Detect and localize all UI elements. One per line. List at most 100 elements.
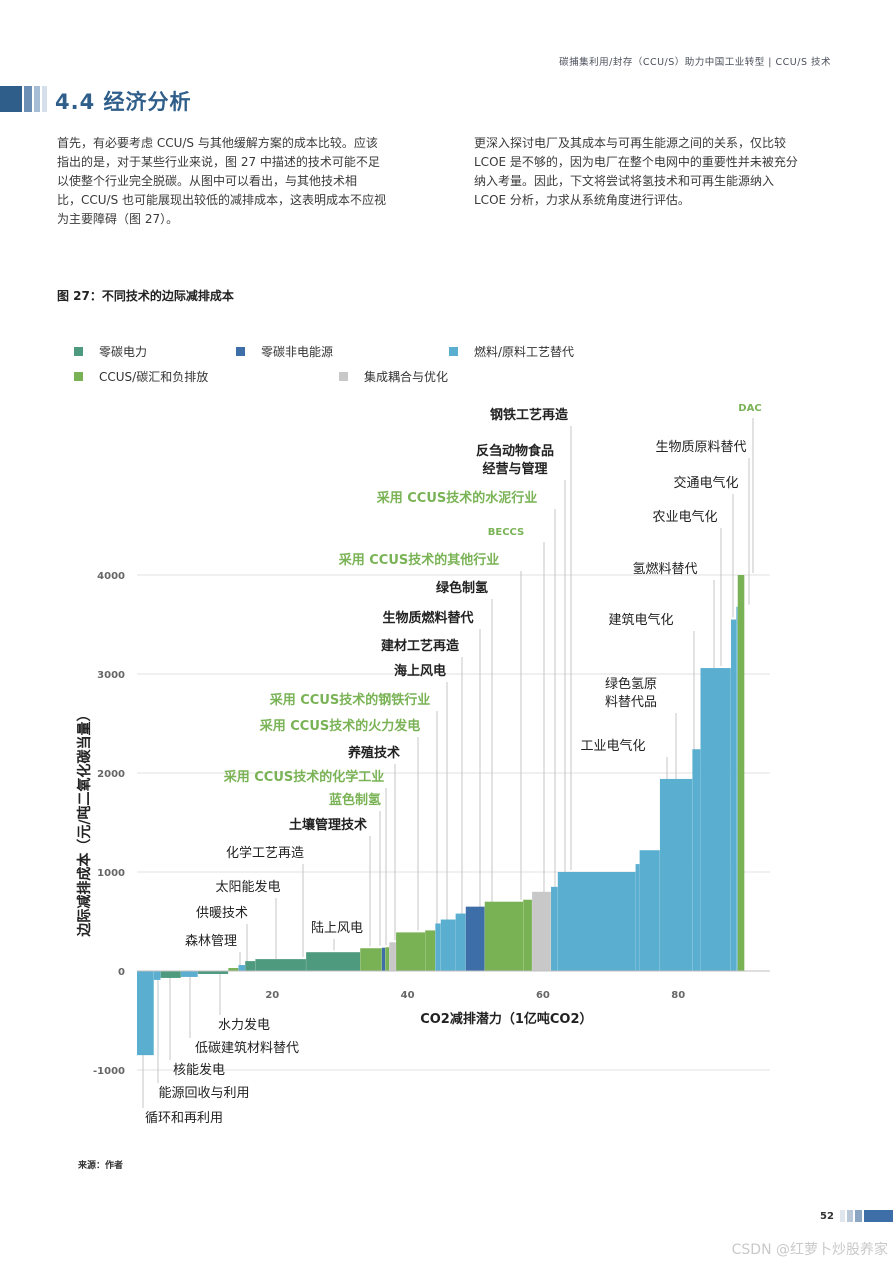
watermark: CSDN @红萝卜炒股养家 [731,1242,888,1258]
bar [730,619,737,971]
bar-label: 采用 CCUS技术的火力发电 [259,718,421,734]
y-axis-label: 边际减排成本（元/吨二氧化碳当量） [76,707,93,937]
section-title: 4.4 经济分析 [55,90,192,114]
bar [360,948,382,971]
bar-label: 绿色制氢 [436,580,488,596]
figure-title: 图 27：不同技术的边际减排成本 [57,289,234,303]
bar [238,965,246,971]
x-axis-label: CO2减排潜力（1亿吨CO2） [420,1011,592,1027]
x-tick-label: 60 [536,990,550,1001]
legend-label: 零碳电力 [99,345,147,359]
bar-label: 采用 CCUS技术的其他行业 [338,552,500,568]
bar [153,971,161,980]
bar-label: 反刍动物食品 [476,443,554,459]
bar [523,899,532,971]
y-tick-label: 2000 [97,769,125,780]
bar [255,959,306,971]
figure-source: 来源：作者 [78,1161,124,1171]
bar-label: 生物质原料替代 [655,440,746,455]
bar [389,942,396,971]
bar [736,606,738,971]
bar [396,932,426,971]
bar [551,886,558,971]
page-number: 52 [820,1211,834,1222]
legend-swatch [74,347,83,356]
bar-label: 水力发电 [218,1017,270,1033]
x-tick-label: 20 [265,990,279,1001]
bar-label: DAC [738,403,761,414]
y-tick-label: 1000 [97,868,125,879]
body-left-column: 首先，有必要考虑 CCU/S 与其他缓解方案的成本比较。应该 指出的是，对于某些… [57,134,437,229]
y-tick-label: 4000 [97,571,125,582]
bar-label: 采用 CCUS技术的化学工业 [223,769,385,785]
bar [659,778,693,971]
chart-legend: 零碳电力 零碳非电能源 燃料/原料工艺替代 CCUS/碳汇和负排放 集成耦合与优化 [74,344,574,384]
bar-label: 太阳能发电 [215,879,280,895]
bar [639,850,660,971]
legend-swatch [449,347,458,356]
bar [532,891,551,971]
bar [245,961,256,971]
y-tick-label: 0 [118,967,125,978]
body-line: 纳入考量。因此，下文将尝试将氢技术和可再生能源纳入 [474,174,775,188]
legend-label: CCUS/碳汇和负排放 [99,369,208,384]
body-line: 更深入探讨电厂及其成本与可再生能源之间的关系，仅比较 [474,136,787,150]
bar [306,952,361,971]
legend-label: 集成耦合与优化 [364,369,448,384]
body-line: 指出的是，对于某些行业来说，图 27 中描述的技术可能不足 [57,155,380,169]
bar [557,872,636,971]
bar-label: 生物质燃料替代 [382,610,473,626]
bar-label: 陆上风电 [311,920,363,936]
body-line: LCOE 是不够的，因为电厂在整个电网中的重要性并未被充分 [474,155,798,169]
bar [700,668,731,971]
bar [228,968,239,971]
bar [385,947,390,971]
bar-label: 采用 CCUS技术的水泥行业 [376,490,538,506]
chart-axes: -1000 0 1000 2000 3000 4000 20 40 60 80 CO2减排潜力（1亿… [76,571,770,1077]
bar-label: 海上风电 [394,663,446,679]
bar [381,947,386,971]
bar-label: 绿色氢原 [605,676,657,692]
bar [455,913,466,971]
bar [197,971,229,974]
bar [465,906,485,971]
legend-swatch [339,372,348,381]
body-line: 为主要障碍（图 27）。 [57,212,179,226]
bar-label: 工业电气化 [580,738,645,754]
bar-label: BECCS [488,527,525,538]
bar [160,971,181,978]
bar-label: 农业电气化 [652,509,717,525]
bar-label: 料替代品 [605,695,657,710]
bar-label: 蓝色制氢 [329,792,381,808]
bar [425,930,436,971]
legend-swatch [236,347,245,356]
section-decor-bars [0,86,48,112]
chart-leader-lines [142,418,754,1108]
bar-label: 核能发电 [173,1062,225,1078]
legend-swatch [74,372,83,381]
bar [180,971,198,977]
bar [435,923,441,971]
body-line: LCOE 分析，力求从系统角度进行评估。 [474,193,690,207]
bar-label: 采用 CCUS技术的钢铁行业 [269,692,431,708]
bar-label: 经营与管理 [482,461,547,477]
bar-label: 养殖技术 [347,745,400,761]
legend-label: 零碳非电能源 [261,345,333,359]
y-tick-label: 3000 [97,670,125,681]
bar [137,971,154,1056]
bar [692,749,701,971]
bar-label: 循环和再利用 [145,1111,223,1126]
bar-label: 森林管理 [185,934,237,949]
x-tick-label: 80 [671,990,685,1001]
bar [635,864,640,971]
body-line: 以使整个行业完全脱碳。从图中可以看出，与其他技术相 [57,174,358,188]
y-tick-label: -1000 [93,1066,125,1077]
bar-label: 能源回收与利用 [158,1086,249,1101]
bar-label: 土壤管理技术 [289,817,367,833]
bar-label: 低碳建筑材料替代 [195,1040,299,1056]
chart-bars [137,575,745,1056]
bar [440,919,456,971]
footer-decor-bars [840,1210,893,1222]
body-line: 比，CCU/S 也可能展现出较低的减排成本，这表明成本不应视 [57,193,387,207]
